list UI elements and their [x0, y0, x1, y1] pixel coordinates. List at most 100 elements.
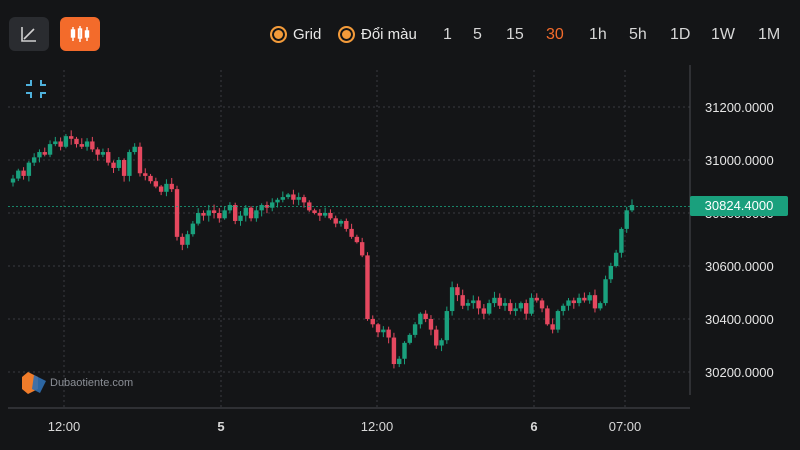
candle-body: [259, 205, 264, 211]
candle-body: [111, 162, 116, 168]
candle-body: [381, 329, 386, 333]
candle-body: [291, 194, 296, 200]
candle-body: [116, 160, 122, 168]
candle-body: [619, 228, 624, 253]
candle-body: [592, 295, 598, 309]
candle-body: [227, 205, 233, 211]
candle-body: [508, 303, 513, 312]
last-price-badge: 30824.4000: [690, 196, 788, 216]
candle-body: [238, 215, 243, 221]
candle-body: [428, 319, 434, 330]
candle-body: [502, 303, 508, 306]
candle-body: [539, 300, 545, 309]
candle-body: [328, 213, 333, 219]
candle-body: [476, 300, 481, 309]
candle-body: [206, 210, 211, 216]
candle-body: [587, 295, 592, 301]
candle-body: [10, 178, 16, 183]
grid-toggle[interactable]: Grid: [270, 26, 321, 43]
collapse-icon: [26, 80, 46, 98]
tf-1m[interactable]: 1M: [758, 26, 781, 43]
tf-15[interactable]: 15: [506, 26, 524, 43]
tf-30[interactable]: 30: [546, 26, 564, 43]
candle-body: [211, 210, 217, 213]
candle-body: [545, 308, 550, 325]
candle-body: [158, 186, 164, 192]
candle-body: [26, 162, 32, 176]
color-radio-icon: [338, 26, 355, 43]
candle-body: [148, 175, 153, 182]
color-toggle[interactable]: Đổi màu: [338, 26, 417, 43]
candle-body: [523, 303, 529, 314]
candle-body: [275, 199, 280, 203]
candle-body: [465, 303, 471, 306]
x-tick-label: 6: [530, 419, 537, 434]
y-tick-label: 30600.0000: [705, 259, 774, 274]
candle-body: [624, 210, 629, 229]
candle-body: [90, 141, 95, 150]
candle-body: [333, 218, 338, 224]
candle-body: [233, 205, 238, 221]
candle-body: [195, 213, 201, 224]
candle-body: [444, 311, 450, 341]
candle-body: [217, 213, 222, 219]
tf-1d[interactable]: 1D: [670, 26, 691, 43]
candle-body: [349, 228, 354, 237]
candle-body: [423, 313, 428, 319]
candle-body: [407, 334, 412, 343]
candle-body: [391, 337, 397, 365]
tf-1h[interactable]: 1h: [589, 26, 607, 43]
candle-body: [16, 170, 21, 179]
candle-body: [460, 295, 465, 306]
candle-body: [402, 342, 407, 359]
candle-body: [629, 205, 635, 211]
candle-body: [566, 300, 571, 306]
candle-body: [455, 287, 460, 296]
candle-body: [492, 297, 497, 304]
candle-body: [222, 210, 227, 219]
tf-1w[interactable]: 1W: [711, 26, 735, 43]
color-label: Đổi màu: [361, 26, 417, 43]
candle-body: [42, 152, 47, 155]
candle-body: [74, 138, 79, 145]
candle-body: [576, 297, 582, 304]
candle-body: [53, 141, 58, 145]
candle-body: [571, 300, 577, 304]
candle-body: [164, 183, 169, 192]
tf-5h[interactable]: 5h: [629, 26, 647, 43]
candle-body: [79, 144, 84, 147]
toolbar: Grid Đổi màu 1 5 15 30 1h 5h 1D 1W 1M: [0, 0, 800, 70]
candle-body: [386, 329, 391, 338]
candle-body: [481, 308, 487, 314]
candle-body: [132, 146, 137, 153]
candle-body: [550, 324, 555, 330]
candle-body: [21, 170, 26, 176]
candle-body: [63, 136, 69, 147]
candle-body: [143, 173, 148, 176]
candlestick-icon: [70, 26, 90, 42]
candle-body: [598, 303, 603, 309]
watermark-logo: Dubaotiente.com: [20, 370, 133, 396]
candle-body: [439, 340, 444, 346]
tf-1[interactable]: 1: [443, 26, 452, 43]
candle-body: [412, 324, 418, 335]
candle-body: [169, 183, 174, 190]
candle-body: [285, 194, 291, 198]
candle-body: [497, 297, 502, 306]
candle-body: [555, 311, 561, 330]
line-chart-button[interactable]: [9, 17, 49, 51]
candle-body: [248, 207, 254, 219]
tf-5[interactable]: 5: [473, 26, 482, 43]
candle-body: [518, 303, 524, 309]
candle-body: [127, 152, 132, 176]
x-tick-label: 12:00: [361, 419, 394, 434]
candle-body: [608, 266, 614, 280]
candle-body: [174, 189, 180, 237]
candlestick-button[interactable]: [60, 17, 100, 51]
fit-view-button[interactable]: [22, 76, 50, 102]
candle-body: [243, 207, 248, 216]
candle-body: [534, 297, 539, 301]
candle-body: [582, 297, 587, 301]
candle-body: [375, 324, 381, 333]
